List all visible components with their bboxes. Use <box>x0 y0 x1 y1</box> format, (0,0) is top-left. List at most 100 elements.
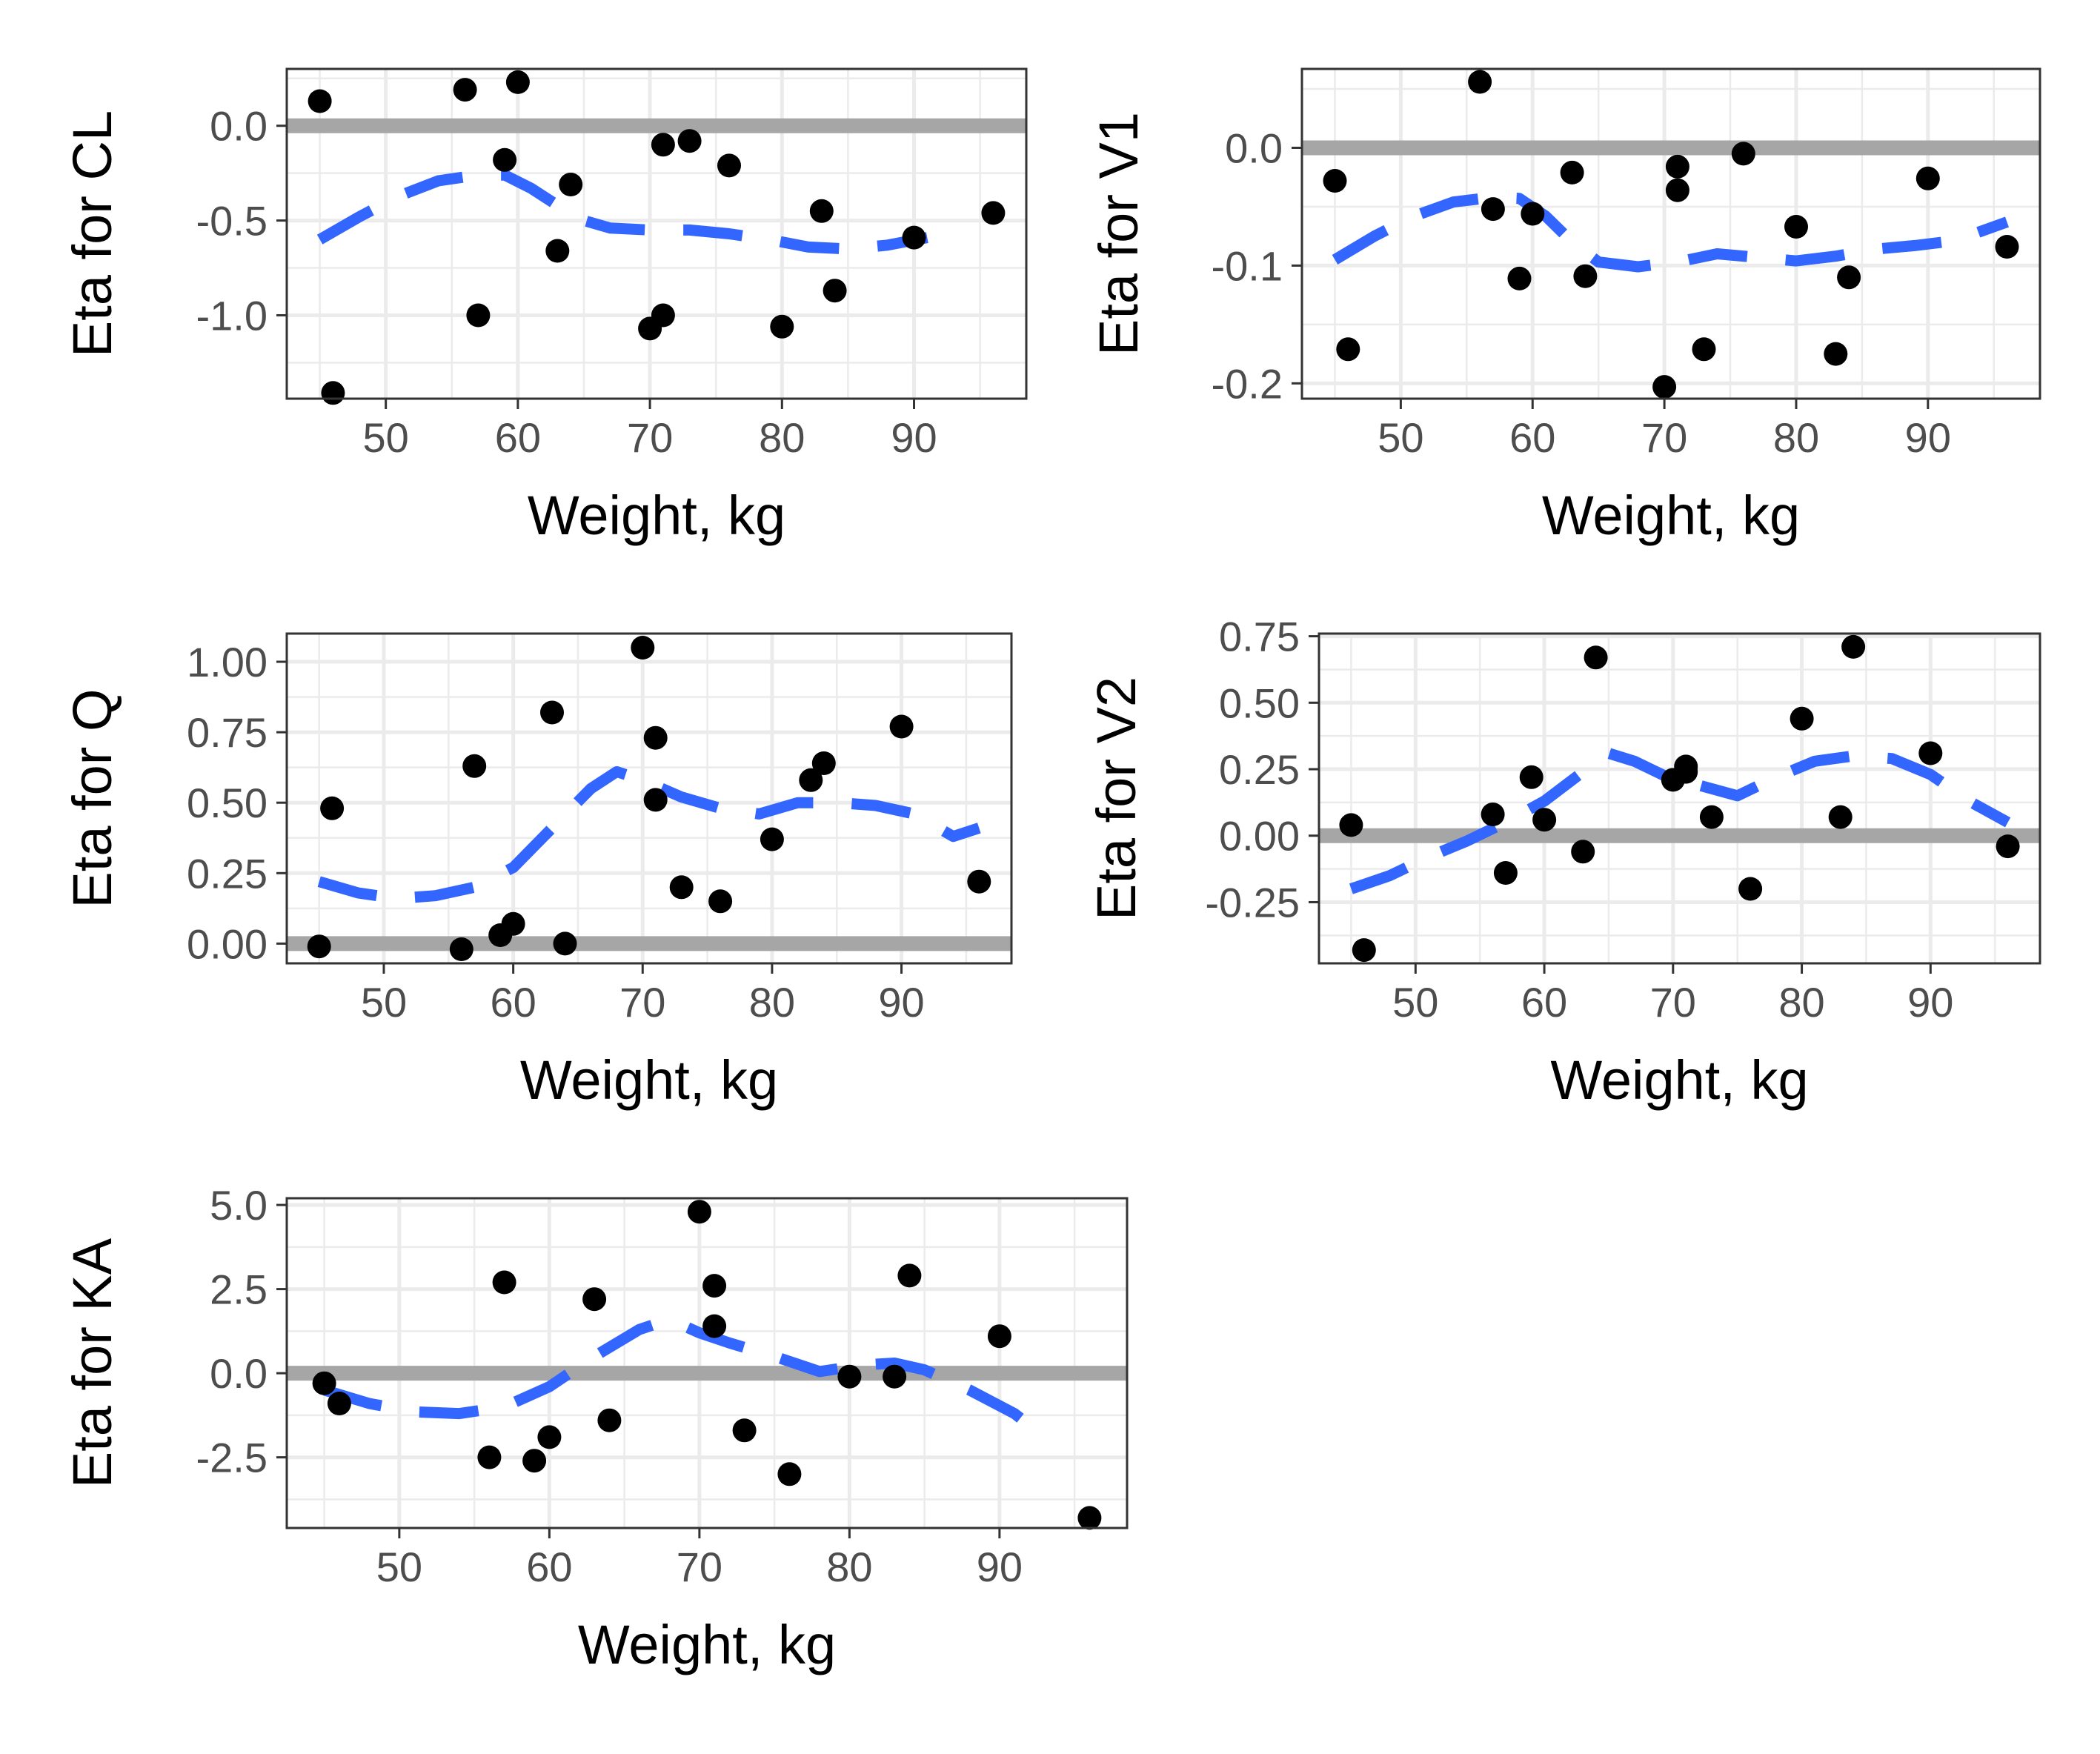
data-point <box>708 889 733 914</box>
data-point <box>823 279 847 303</box>
data-point <box>1828 805 1853 829</box>
data-point <box>559 173 583 196</box>
data-point <box>1996 834 2020 859</box>
data-point <box>1507 266 1532 290</box>
x-tick-label: 90 <box>1905 414 1951 461</box>
data-point <box>540 700 564 725</box>
data-point <box>312 1371 336 1395</box>
panel-1-border <box>285 67 1028 400</box>
panel-2-background <box>1302 69 2040 399</box>
data-point <box>307 934 331 959</box>
data-point <box>1336 337 1360 362</box>
data-point <box>545 239 570 263</box>
data-point <box>1790 706 1814 731</box>
x-tick-label: 90 <box>891 414 937 461</box>
data-point <box>651 133 675 157</box>
data-point <box>1665 178 1689 202</box>
data-point <box>687 1200 711 1224</box>
data-point <box>522 1449 547 1473</box>
y-tick-label: -2.5 <box>196 1435 268 1481</box>
data-point <box>1521 202 1545 226</box>
data-point <box>1692 337 1716 362</box>
x-axis-title: Weight, kg <box>1550 1049 1808 1111</box>
data-point <box>777 1462 802 1486</box>
x-tick-label: 90 <box>1907 979 1953 1026</box>
data-point <box>770 314 794 339</box>
data-point <box>897 1263 922 1288</box>
y-tick-label: 0.0 <box>210 1350 268 1397</box>
data-point <box>799 768 823 792</box>
data-point <box>987 1324 1011 1349</box>
data-point <box>1339 813 1363 837</box>
y-axis-title: Eta for KA <box>62 1238 123 1488</box>
data-point <box>1665 154 1689 179</box>
x-tick-label: 70 <box>619 979 665 1026</box>
panel-4: 50 60 70 80 90 0.75 0.50 0.25 0.00 -0.25 Weight, k… <box>1086 614 2041 1111</box>
data-point <box>643 725 668 750</box>
y-tick-label: 0.25 <box>187 850 268 897</box>
y-tick-label: 0.25 <box>1219 746 1300 793</box>
data-point <box>811 751 836 775</box>
panel-3: 50 60 70 80 90 1.00 0.75 0.50 0.25 0.00 Weight, kg… <box>62 632 1013 1111</box>
data-point <box>466 303 491 328</box>
data-point <box>501 911 525 936</box>
x-tick-label: 60 <box>1521 979 1567 1026</box>
data-point <box>1468 70 1492 94</box>
x-tick-label: 50 <box>376 1544 422 1590</box>
data-point <box>492 1270 516 1295</box>
smooth-trend-line <box>316 169 928 255</box>
data-point <box>1837 265 1861 290</box>
data-point <box>702 1274 727 1298</box>
data-point <box>677 129 702 153</box>
x-tick-label: 90 <box>878 979 924 1026</box>
data-point <box>1738 877 1763 901</box>
data-point <box>883 1364 907 1389</box>
x-tick-label: 80 <box>1778 979 1824 1026</box>
y-tick-label: 0.50 <box>1219 680 1300 726</box>
data-point <box>1824 342 1848 366</box>
data-point <box>1915 166 1940 190</box>
data-point <box>1481 803 1505 826</box>
data-point <box>493 147 517 172</box>
data-point <box>1493 861 1518 885</box>
data-point <box>651 303 675 328</box>
y-tick-label: 0.0 <box>210 103 268 150</box>
panel-5: 50 60 70 80 90 5.0 2.5 0.0 -2.5 Weight, kg Eta for… <box>62 1182 1129 1675</box>
data-point <box>1784 215 1808 239</box>
data-point <box>717 153 741 178</box>
x-tick-label: 50 <box>363 414 409 461</box>
smooth-trend-line <box>322 1314 1049 1442</box>
data-point <box>1652 375 1677 399</box>
data-point <box>321 381 345 405</box>
smooth-trend-line <box>317 765 981 904</box>
x-tick-label: 80 <box>826 1544 872 1590</box>
x-tick-label: 60 <box>490 979 536 1026</box>
data-point <box>477 1445 502 1469</box>
y-tick-label: -0.1 <box>1212 242 1283 289</box>
data-point <box>1699 805 1724 829</box>
smooth-trend-line <box>1332 191 2010 273</box>
data-point <box>981 201 1006 225</box>
data-point <box>505 70 530 94</box>
data-point <box>760 827 784 851</box>
y-tick-label: 5.0 <box>210 1182 268 1229</box>
y-tick-label: 0.0 <box>1225 124 1283 171</box>
x-tick-label: 70 <box>1650 979 1696 1026</box>
x-tick-label: 90 <box>977 1544 1023 1590</box>
data-point <box>837 1364 862 1389</box>
y-axis-title: Eta for V1 <box>1088 112 1149 356</box>
y-axis-title: Eta for Q <box>62 688 123 908</box>
x-tick-label: 80 <box>1773 414 1819 461</box>
y-axis-title: Eta for CL <box>62 110 123 357</box>
data-point <box>1731 142 1755 166</box>
data-point <box>1674 754 1698 779</box>
y-tick-label: 0.50 <box>187 780 268 826</box>
data-point <box>582 1287 607 1312</box>
data-point <box>967 869 991 894</box>
x-axis-title: Weight, kg <box>520 1049 778 1111</box>
x-tick-label: 50 <box>1392 979 1438 1026</box>
y-tick-label: 0.00 <box>1219 813 1300 860</box>
data-point <box>1323 169 1347 193</box>
data-point <box>1584 645 1608 670</box>
